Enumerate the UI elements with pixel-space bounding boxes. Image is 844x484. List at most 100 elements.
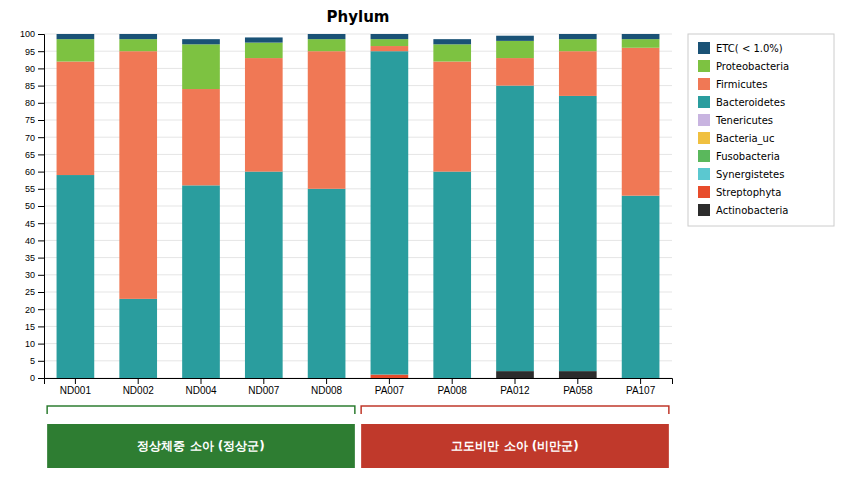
x-tick-mark — [75, 378, 76, 384]
x-tick-mark — [452, 378, 453, 384]
legend-label: Fusobacteria — [716, 151, 780, 162]
legend-label: Bacteria_uc — [716, 133, 774, 145]
y-tick-label: 15 — [25, 322, 35, 332]
y-tick-label: 50 — [25, 201, 35, 211]
legend-swatch — [698, 78, 710, 90]
legend-item: Proteobacteria — [698, 60, 789, 72]
x-tick-mark — [326, 378, 327, 384]
y-tick: 45 — [25, 219, 44, 229]
legend-item: ETC( < 1.0%) — [698, 42, 783, 54]
series — [496, 371, 596, 378]
bar-segment — [245, 58, 283, 172]
group-label: 정상체중 소아 (정상군) — [137, 439, 264, 453]
legend-swatch — [698, 60, 710, 72]
x-tick: PA007 — [375, 378, 405, 396]
bar-segment — [433, 44, 471, 61]
x-tick: ND001 — [60, 378, 92, 396]
group-label: 고도비만 소아 (비만군) — [451, 439, 578, 453]
y-tick: 65 — [25, 150, 44, 160]
x-tick-label: PA007 — [375, 385, 405, 396]
y-tick-mark — [38, 361, 44, 362]
bar-segment — [57, 34, 95, 39]
y-tick: 85 — [25, 81, 44, 91]
bar-segment — [308, 39, 346, 51]
y-tick-label: 85 — [25, 81, 35, 91]
y-tick-label: 25 — [25, 287, 35, 297]
y-tick-mark — [38, 309, 44, 310]
title: Phylum — [327, 8, 390, 26]
x-tick-label: PA012 — [500, 385, 530, 396]
legend-label: ETC( < 1.0%) — [716, 43, 783, 54]
y-tick-label: 100 — [20, 29, 35, 39]
bar-segment — [559, 39, 597, 51]
x-tick: ND007 — [248, 378, 280, 396]
legend-swatch — [698, 150, 710, 162]
y-tick-mark — [38, 344, 44, 345]
bar-segment — [622, 34, 660, 39]
x-tick-label: ND002 — [123, 385, 155, 396]
y-tick-mark — [38, 103, 44, 104]
y-tick: 55 — [25, 184, 44, 194]
bars — [57, 34, 660, 378]
x-tick-mark — [515, 378, 516, 384]
x-tick-label: ND008 — [311, 385, 343, 396]
legend-frame — [688, 34, 834, 226]
bar-segment — [433, 62, 471, 172]
bar-segment — [622, 196, 660, 378]
bar-segment — [119, 51, 157, 299]
y-tick-mark — [38, 223, 44, 224]
group-annotation: 고도비만 소아 (비만군) — [361, 406, 669, 468]
y-tick-label: 40 — [25, 236, 35, 246]
series — [371, 375, 409, 378]
x-tick: PA107 — [626, 378, 656, 396]
legend-item: Synergistetes — [698, 168, 784, 180]
bar-segment — [622, 39, 660, 48]
bar-segment — [119, 34, 157, 39]
bar-segment — [496, 58, 534, 86]
y-tick-mark — [38, 86, 44, 87]
bar-segment — [245, 37, 283, 42]
bar-segment — [182, 44, 220, 89]
y-tick: 50 — [25, 201, 44, 211]
series — [57, 46, 660, 299]
y-tick-label: 65 — [25, 150, 35, 160]
bar-segment — [371, 46, 409, 51]
x-axis-line — [45, 379, 673, 385]
bar-segment — [308, 189, 346, 378]
bar-segment — [496, 371, 534, 378]
y-tick-mark — [38, 68, 44, 69]
y-tick-mark — [38, 292, 44, 293]
legend-item: Streptophyta — [698, 186, 781, 198]
legend-swatch — [698, 132, 710, 144]
y-axis-line — [38, 35, 45, 379]
x-tick-mark — [263, 378, 264, 384]
bar-segment — [496, 86, 534, 372]
bar-segment — [245, 43, 283, 58]
y-tick: 20 — [25, 305, 44, 315]
y-tick: 90 — [25, 64, 44, 74]
y-tick-label: 20 — [25, 305, 35, 315]
y-tick-label: 35 — [25, 253, 35, 263]
y-tick-label: 60 — [25, 167, 35, 177]
bracket — [47, 406, 355, 414]
bar-segment — [57, 39, 95, 61]
bar-segment — [433, 172, 471, 378]
bar-segment — [57, 175, 95, 378]
chart: Phylum0510152025303540455055606570758085… — [0, 0, 844, 484]
y-tick-mark — [38, 326, 44, 327]
bar-segment — [57, 62, 95, 176]
series — [57, 34, 660, 44]
legend-label: Bacteroidetes — [716, 97, 785, 108]
y-tick: 70 — [25, 133, 44, 143]
legend-label: Tenericutes — [715, 115, 773, 126]
bar-segment — [371, 375, 409, 378]
y-tick-mark — [38, 258, 44, 259]
series — [57, 39, 660, 89]
legend-item: Fusobacteria — [698, 150, 780, 162]
legend-label: Synergistetes — [716, 169, 784, 180]
x-axis: ND001ND002ND004ND007ND008PA007PA008PA012… — [45, 378, 673, 396]
y-tick-mark — [38, 137, 44, 138]
y-tick: 35 — [25, 253, 44, 263]
legend-swatch — [698, 204, 710, 216]
x-tick-label: ND007 — [248, 385, 280, 396]
